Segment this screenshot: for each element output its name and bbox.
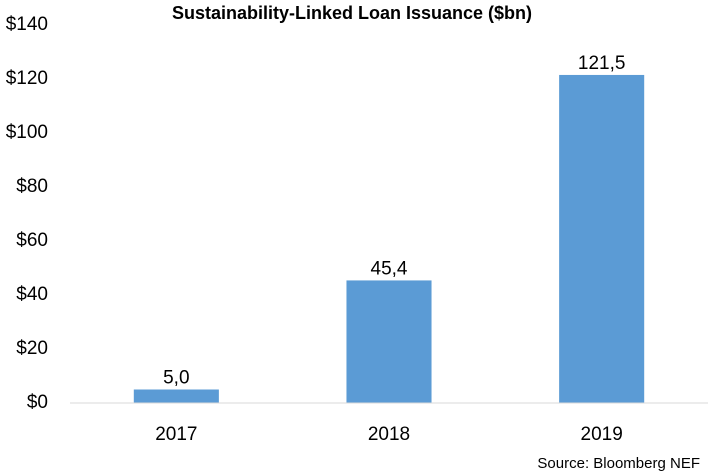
- y-tick-label: $100: [6, 122, 48, 143]
- bar: [346, 280, 432, 403]
- y-tick-label: $40: [16, 284, 48, 305]
- bar: [559, 74, 645, 403]
- source: Source: Bloomberg NEF: [537, 455, 700, 472]
- y-tick-label: $140: [6, 14, 48, 35]
- chart-title: Sustainability-Linked Loan Issuance ($bn…: [172, 3, 532, 23]
- data-label: 121,5: [578, 53, 626, 74]
- x-tick-label: 2018: [368, 424, 410, 445]
- bar: [133, 389, 219, 403]
- y-tick-label: $120: [6, 68, 48, 89]
- y-tick-label: $60: [16, 230, 48, 251]
- data-label: 5,0: [163, 368, 189, 389]
- y-tick-label: $20: [16, 338, 48, 359]
- y-tick-label: $0: [27, 392, 48, 413]
- x-tick-label: 2017: [155, 424, 197, 445]
- y-tick-label: $80: [16, 176, 48, 197]
- x-tick-label: 2019: [581, 424, 623, 445]
- data-label: 45,4: [371, 258, 408, 279]
